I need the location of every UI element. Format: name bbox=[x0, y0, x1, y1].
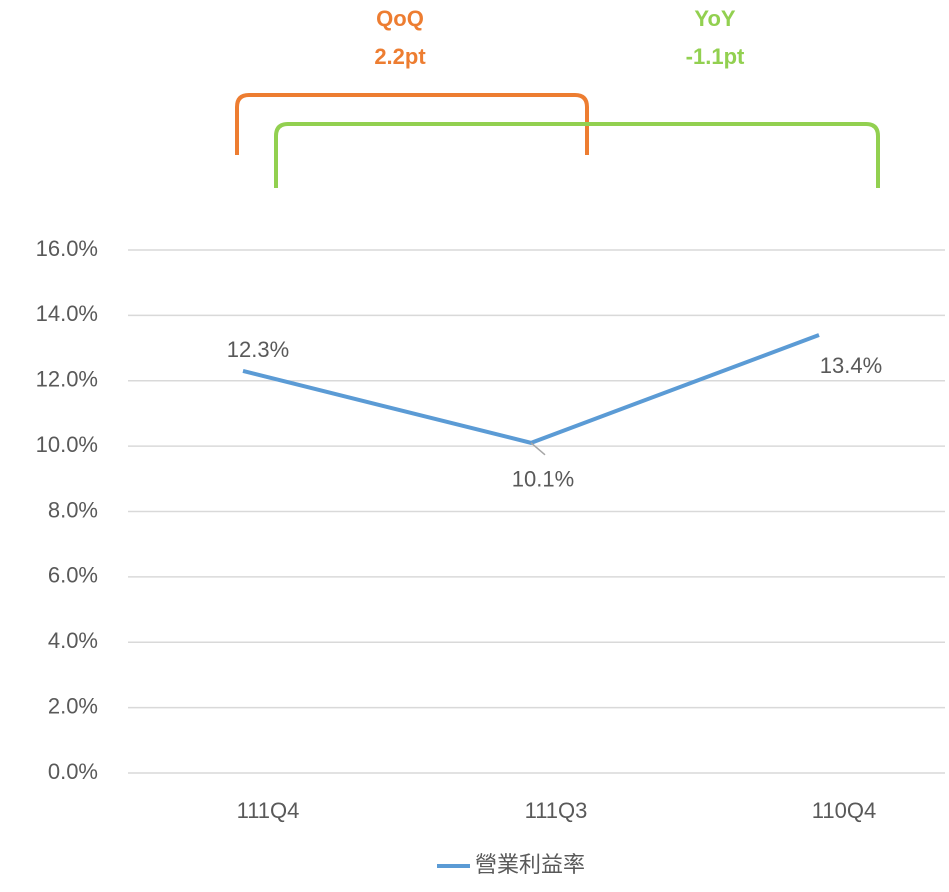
y-tick-label: 14.0% bbox=[36, 301, 98, 326]
annotation-value: 2.2pt bbox=[374, 44, 426, 69]
data-label: 13.4% bbox=[820, 353, 882, 378]
data-line bbox=[242, 333, 820, 445]
y-tick-label: 12.0% bbox=[36, 367, 98, 392]
leader-line bbox=[530, 442, 546, 456]
annotation-label: YoY bbox=[694, 6, 735, 31]
x-tick-label: 111Q3 bbox=[525, 798, 588, 823]
bracket bbox=[274, 122, 880, 188]
data-label: 12.3% bbox=[227, 337, 289, 362]
y-tick-label: 0.0% bbox=[48, 759, 98, 784]
y-tick-label: 16.0% bbox=[36, 236, 98, 261]
x-tick-label: 110Q4 bbox=[812, 798, 876, 823]
y-tick-label: 4.0% bbox=[48, 628, 98, 653]
y-tick-label: 6.0% bbox=[48, 563, 98, 588]
annotation-value: -1.1pt bbox=[686, 44, 745, 69]
x-tick-label: 111Q4 bbox=[237, 798, 300, 823]
bracket bbox=[235, 93, 589, 155]
y-tick-label: 8.0% bbox=[48, 497, 98, 522]
y-tick-label: 2.0% bbox=[48, 693, 98, 718]
legend-label: 營業利益率 bbox=[475, 852, 585, 877]
data-label: 10.1% bbox=[512, 467, 574, 492]
annotation-label: QoQ bbox=[376, 6, 424, 31]
y-tick-label: 10.0% bbox=[36, 432, 98, 457]
